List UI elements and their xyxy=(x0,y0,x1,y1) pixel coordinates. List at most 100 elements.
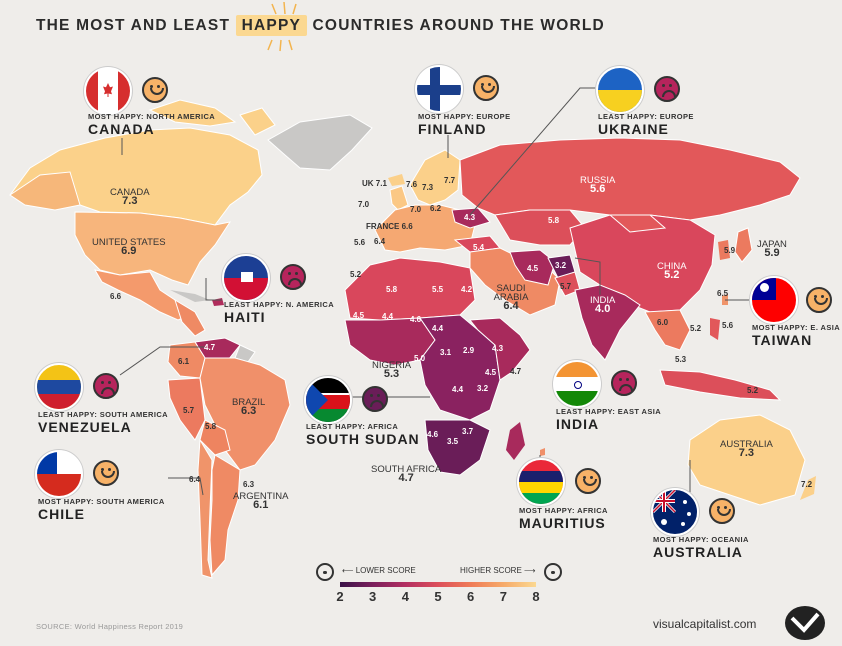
nz-shape xyxy=(800,476,816,500)
map-label-nigeria: NIGERIA 5.3 xyxy=(372,360,412,380)
callout-chile-sub: MOST HAPPY: SOUTH AMERICA xyxy=(38,497,165,506)
map-label-uk: UK 7.1 xyxy=(362,179,387,188)
map-label-bolivia: 5.8 xyxy=(205,422,217,431)
map-label-ssudan: 2.9 xyxy=(463,346,475,355)
sad-face-icon xyxy=(611,370,637,396)
legend-tick: 4 xyxy=(401,589,409,604)
map-label-chile: 6.4 xyxy=(189,475,201,484)
map-label-poland: 6.2 xyxy=(430,204,442,213)
map-label-korea: 5.9 xyxy=(724,246,736,255)
se-asia xyxy=(644,309,691,351)
map-label-taiwan: 6.5 xyxy=(717,289,729,298)
haiti-shape xyxy=(212,298,224,306)
map-label-malaysia: 5.3 xyxy=(675,355,687,364)
map-label-morocco: 5.2 xyxy=(350,270,362,279)
map-label-mexico: 6.6 xyxy=(110,292,122,301)
callout-australia-name: AUSTRALIA xyxy=(653,544,743,560)
map-label-venezuela: 4.7 xyxy=(204,343,216,352)
ukraine-flag-icon xyxy=(596,66,644,114)
iceland xyxy=(388,174,405,186)
map-label-ireland: 7.0 xyxy=(358,200,370,209)
map-label-china: CHINA 5.2 xyxy=(657,261,687,281)
happy-face-icon xyxy=(806,287,832,313)
map-label-france: FRANCE 6.6 xyxy=(366,222,413,231)
map-label-zambia: 3.7 xyxy=(462,427,474,436)
happy-face-icon xyxy=(709,498,735,524)
map-label-japan: JAPAN 5.9 xyxy=(757,239,787,259)
madagascar xyxy=(506,422,525,460)
chile-flag-icon xyxy=(35,450,83,498)
map-label-libya: 5.5 xyxy=(432,285,444,294)
sad-face-icon xyxy=(93,373,119,399)
callout-finland: MOST HAPPY: EUROPE FINLAND xyxy=(418,112,511,137)
iran-shape xyxy=(509,249,556,286)
map-label-peru: 5.7 xyxy=(183,406,195,415)
callout-canada-sub: MOST HAPPY: NORTH AMERICA xyxy=(88,112,216,121)
callout-finland-name: FINLAND xyxy=(418,121,487,137)
south-sudan-flag-icon xyxy=(304,376,352,424)
canada-flag-icon xyxy=(84,67,132,115)
map-label-portugal: 5.6 xyxy=(354,238,366,247)
map-label-germany: 7.0 xyxy=(410,205,422,214)
legend-tick: 6 xyxy=(467,589,475,604)
legend-tick: 7 xyxy=(499,589,507,604)
argentina-shape xyxy=(209,454,241,577)
callout-ukraine-sub: LEAST HAPPY: EUROPE xyxy=(598,112,694,121)
sad-face-icon xyxy=(654,76,680,102)
callout-south-sudan-sub: LEAST HAPPY: AFRICA xyxy=(306,422,399,431)
map-label-somalia: 4.7 xyxy=(510,367,522,376)
canada-islands xyxy=(148,99,276,136)
map-label-saudi: SAUDI ARABIA 6.4 xyxy=(493,283,529,312)
map-label-thailand: 6.0 xyxy=(657,318,669,327)
legend-lower-label: ⟵ LOWER SCORE xyxy=(342,566,416,575)
callout-venezuela-name: VENEZUELA xyxy=(38,419,132,435)
callout-haiti-name: HAITI xyxy=(224,309,266,325)
caribbean xyxy=(174,298,206,337)
visual-capitalist-logo-icon xyxy=(785,606,825,640)
title-highlight: HAPPY xyxy=(235,15,308,36)
map-label-egypt: 4.2 xyxy=(461,285,473,294)
callout-taiwan: MOST HAPPY: E. ASIA TAIWAN xyxy=(752,323,840,348)
map-label-indonesia: 5.2 xyxy=(747,386,759,395)
mauritius-flag-icon xyxy=(517,458,565,506)
map-label-cameroon: 5.0 xyxy=(414,354,426,363)
east-africa xyxy=(469,317,531,381)
chile-shape xyxy=(197,438,213,579)
callout-mauritius-name: MAURITIUS xyxy=(519,515,606,531)
map-label-canada: CANADA 7.3 xyxy=(110,187,150,207)
callout-taiwan-sub: MOST HAPPY: E. ASIA xyxy=(752,323,841,332)
callout-india-sub: LEAST HAPPY: EAST ASIA xyxy=(556,407,662,416)
callout-haiti: LEAST HAPPY: N. AMERICA HAITI xyxy=(224,300,334,325)
map-label-arg2: 6.3 xyxy=(243,480,255,489)
callout-south-sudan: LEAST HAPPY: AFRICA SOUTH SUDAN xyxy=(306,422,420,447)
happy-face-icon xyxy=(142,77,168,103)
legend-tick: 5 xyxy=(434,589,442,604)
indonesia xyxy=(659,369,782,401)
callout-ukraine: LEAST HAPPY: EUROPE UKRAINE xyxy=(598,112,694,137)
north-africa xyxy=(344,257,476,321)
india-shape xyxy=(574,284,641,361)
map-label-finland: 7.7 xyxy=(444,176,456,185)
callout-finland-sub: MOST HAPPY: EUROPE xyxy=(418,112,511,121)
usa-shape xyxy=(74,211,232,286)
map-label-chad: 4.6 xyxy=(410,315,422,324)
map-label-kazakhstan: 5.8 xyxy=(548,216,560,225)
callout-mauritius: MOST HAPPY: AFRICA MAURITIUS xyxy=(519,506,608,531)
map-label-tanzania: 3.2 xyxy=(477,384,489,393)
map-label-drc: 4.4 xyxy=(452,385,464,394)
map-label-ukraine: 4.3 xyxy=(464,213,476,222)
bolivia-shape xyxy=(199,419,231,456)
map-label-angola: 4.6 xyxy=(427,430,439,439)
callout-chile: MOST HAPPY: SOUTH AMERICA CHILE xyxy=(38,497,165,522)
map-label-niger: 4.4 xyxy=(382,312,394,321)
cuba xyxy=(170,290,210,302)
ukraine-shape xyxy=(451,207,491,229)
south-africa-shape xyxy=(424,419,491,476)
callout-australia-sub: MOST HAPPY: OCEANIA xyxy=(653,535,749,544)
map-label-colombia: 6.1 xyxy=(178,357,190,366)
brand-text[interactable]: visualcapitalist.com xyxy=(653,617,757,631)
map-label-algeria: 5.8 xyxy=(386,285,398,294)
legend-tick: 2 xyxy=(336,589,344,604)
map-label-australia: AUSTRALIA 7.3 xyxy=(720,439,773,459)
